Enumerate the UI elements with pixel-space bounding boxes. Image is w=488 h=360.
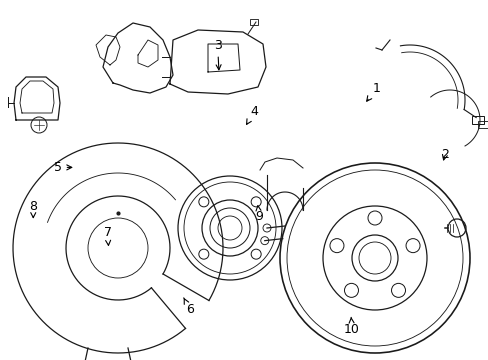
Text: 6: 6 xyxy=(183,298,193,316)
Text: 1: 1 xyxy=(366,82,380,101)
Text: 4: 4 xyxy=(246,105,258,124)
Text: 2: 2 xyxy=(440,148,448,161)
Bar xyxy=(471,116,483,123)
Text: 10: 10 xyxy=(344,317,359,336)
Text: 5: 5 xyxy=(54,161,72,174)
Bar xyxy=(477,121,487,128)
Text: 8: 8 xyxy=(29,201,37,218)
Bar xyxy=(249,19,258,25)
Text: 3: 3 xyxy=(213,39,221,70)
Text: 7: 7 xyxy=(103,226,111,246)
Text: 9: 9 xyxy=(255,206,263,222)
